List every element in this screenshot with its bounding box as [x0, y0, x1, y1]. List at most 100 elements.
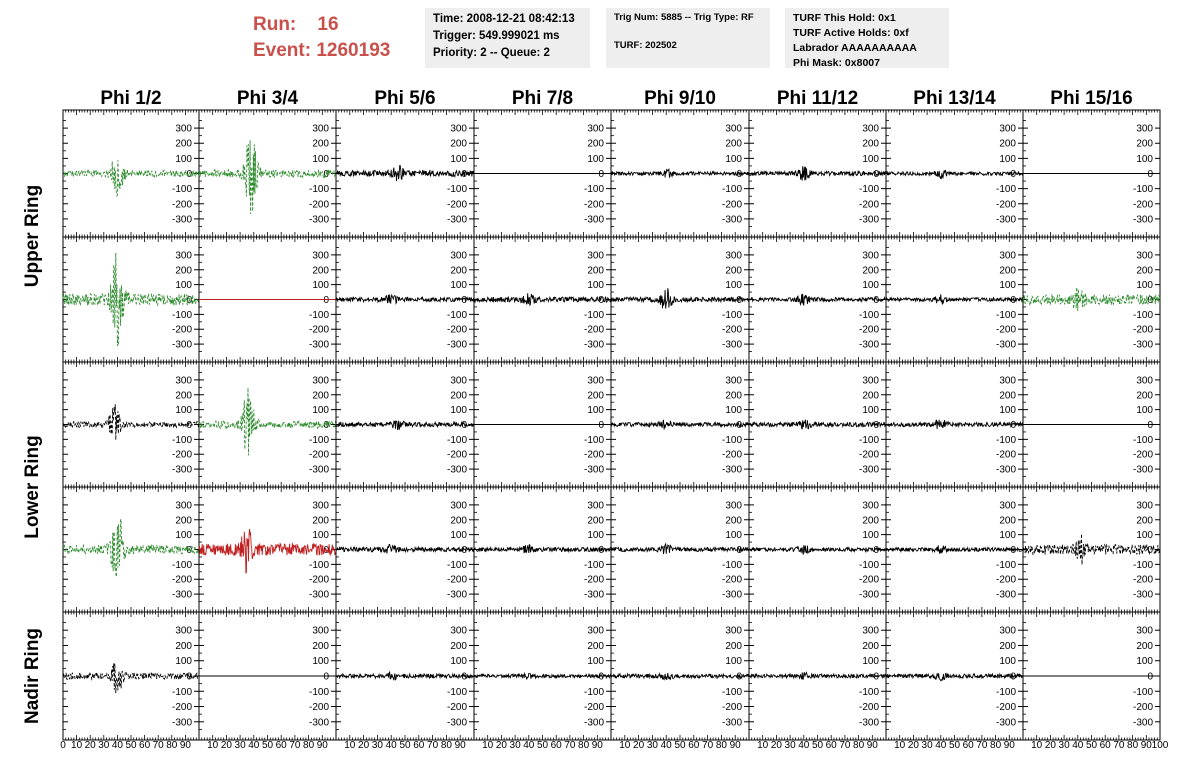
y-tick-label: -100: [722, 310, 742, 321]
column-header: Phi 11/12: [777, 88, 858, 109]
y-tick-label: 100: [862, 656, 879, 667]
y-tick-label: 300: [725, 500, 742, 511]
waveform-trace: [885, 419, 1024, 430]
y-tick-label: 100: [587, 530, 604, 541]
time-text: Time: 2008-12-21 08:42:13: [433, 13, 575, 25]
y-tick-label: 0: [461, 295, 467, 306]
y-tick-label: -100: [996, 310, 1016, 321]
y-tick-label: 200: [725, 139, 742, 150]
y-tick-label: -200: [447, 575, 467, 586]
waveform-trace: [748, 166, 887, 181]
y-tick-label: 0: [598, 420, 604, 431]
y-tick-label: -100: [172, 435, 192, 446]
waveform-trace: [473, 671, 612, 680]
y-tick-label: 0: [873, 545, 879, 556]
y-tick-label: 200: [175, 139, 192, 150]
y-tick-label: 200: [862, 390, 879, 401]
y-tick-label: -100: [1133, 560, 1153, 571]
y-tick-label: -300: [859, 340, 879, 351]
y-tick-label: -300: [584, 214, 604, 225]
y-tick-label: -300: [722, 590, 742, 601]
y-tick-label: 300: [1136, 375, 1153, 386]
y-tick-label: 200: [175, 265, 192, 276]
waveform-trace: [62, 160, 200, 198]
waveform-trace: [198, 387, 337, 456]
y-tick-label: -200: [447, 199, 467, 210]
y-tick-label: 0: [1010, 295, 1016, 306]
y-tick-label: 0: [873, 295, 879, 306]
y-tick-label: -100: [172, 687, 192, 698]
y-tick-label: 200: [312, 515, 329, 526]
y-tick-label: 200: [587, 139, 604, 150]
y-tick-label: 300: [175, 626, 192, 637]
y-tick-label: -300: [584, 465, 604, 476]
y-tick-label: 0: [1147, 545, 1153, 556]
waveform-trace: [610, 542, 750, 555]
y-tick-label: 100: [725, 154, 742, 165]
y-tick-label: 100: [587, 405, 604, 416]
y-tick-label: 200: [450, 139, 467, 150]
y-tick-label: -100: [859, 184, 879, 195]
y-tick-label: -300: [859, 214, 879, 225]
y-tick-label: -200: [859, 450, 879, 461]
waveform-trace: [610, 167, 750, 179]
y-tick-label: -300: [447, 214, 467, 225]
y-tick-label: -200: [309, 575, 329, 586]
y-tick-label: -200: [584, 199, 604, 210]
waveform-trace: [885, 545, 1024, 554]
y-tick-label: -300: [859, 590, 879, 601]
run-row: Run: 16: [253, 12, 390, 38]
y-tick-label: 100: [175, 530, 192, 541]
y-tick-label: -300: [309, 717, 329, 728]
waveform-trace: [198, 140, 337, 215]
y-tick-label: -100: [309, 435, 329, 446]
waveform-trace: [335, 165, 475, 182]
y-tick-label: -100: [309, 310, 329, 321]
y-tick-label: 0: [461, 672, 467, 683]
y-tick-label: -100: [309, 687, 329, 698]
y-tick-label: 200: [1136, 139, 1153, 150]
y-tick-label: 0: [323, 169, 329, 180]
column-header: Phi 7/8: [512, 88, 573, 109]
y-tick-label: 100: [175, 656, 192, 667]
column-header: Phi 13/14: [913, 88, 996, 109]
y-tick-label: 300: [862, 250, 879, 261]
y-tick-label: 300: [587, 375, 604, 386]
y-tick-label: -100: [584, 687, 604, 698]
y-tick-label: 100: [587, 154, 604, 165]
y-tick-label: -300: [996, 214, 1016, 225]
y-tick-label: -300: [996, 465, 1016, 476]
y-tick-label: -200: [172, 325, 192, 336]
y-tick-label: -100: [722, 687, 742, 698]
y-tick-label: -200: [859, 199, 879, 210]
y-tick-label: 300: [999, 124, 1016, 135]
y-tick-label: -200: [859, 702, 879, 713]
y-tick-label: 200: [450, 390, 467, 401]
y-tick-label: 0: [186, 420, 192, 431]
y-tick-label: 300: [312, 375, 329, 386]
y-tick-label: -100: [859, 310, 879, 321]
y-tick-label: 300: [450, 500, 467, 511]
y-tick-label: 100: [312, 405, 329, 416]
y-tick-label: 0: [323, 295, 329, 306]
y-tick-label: -200: [722, 325, 742, 336]
y-tick-label: 200: [999, 390, 1016, 401]
y-tick-label: -100: [447, 560, 467, 571]
y-tick-label: 200: [587, 641, 604, 652]
y-tick-label: 100: [450, 154, 467, 165]
y-tick-label: 100: [175, 405, 192, 416]
y-tick-label: 200: [587, 515, 604, 526]
column-header: Phi 5/6: [374, 88, 435, 109]
y-tick-label: 100: [1136, 154, 1153, 165]
y-tick-label: 300: [312, 626, 329, 637]
y-tick-label: -300: [447, 465, 467, 476]
y-tick-label: 300: [725, 626, 742, 637]
y-tick-label: -200: [172, 450, 192, 461]
y-tick-label: -300: [1133, 465, 1153, 476]
y-tick-label: 200: [862, 641, 879, 652]
waveform-trace: [62, 252, 200, 347]
y-tick-label: -300: [996, 590, 1016, 601]
column-header: Phi 3/4: [237, 88, 299, 109]
y-tick-label: -300: [309, 465, 329, 476]
y-tick-label: -300: [447, 590, 467, 601]
